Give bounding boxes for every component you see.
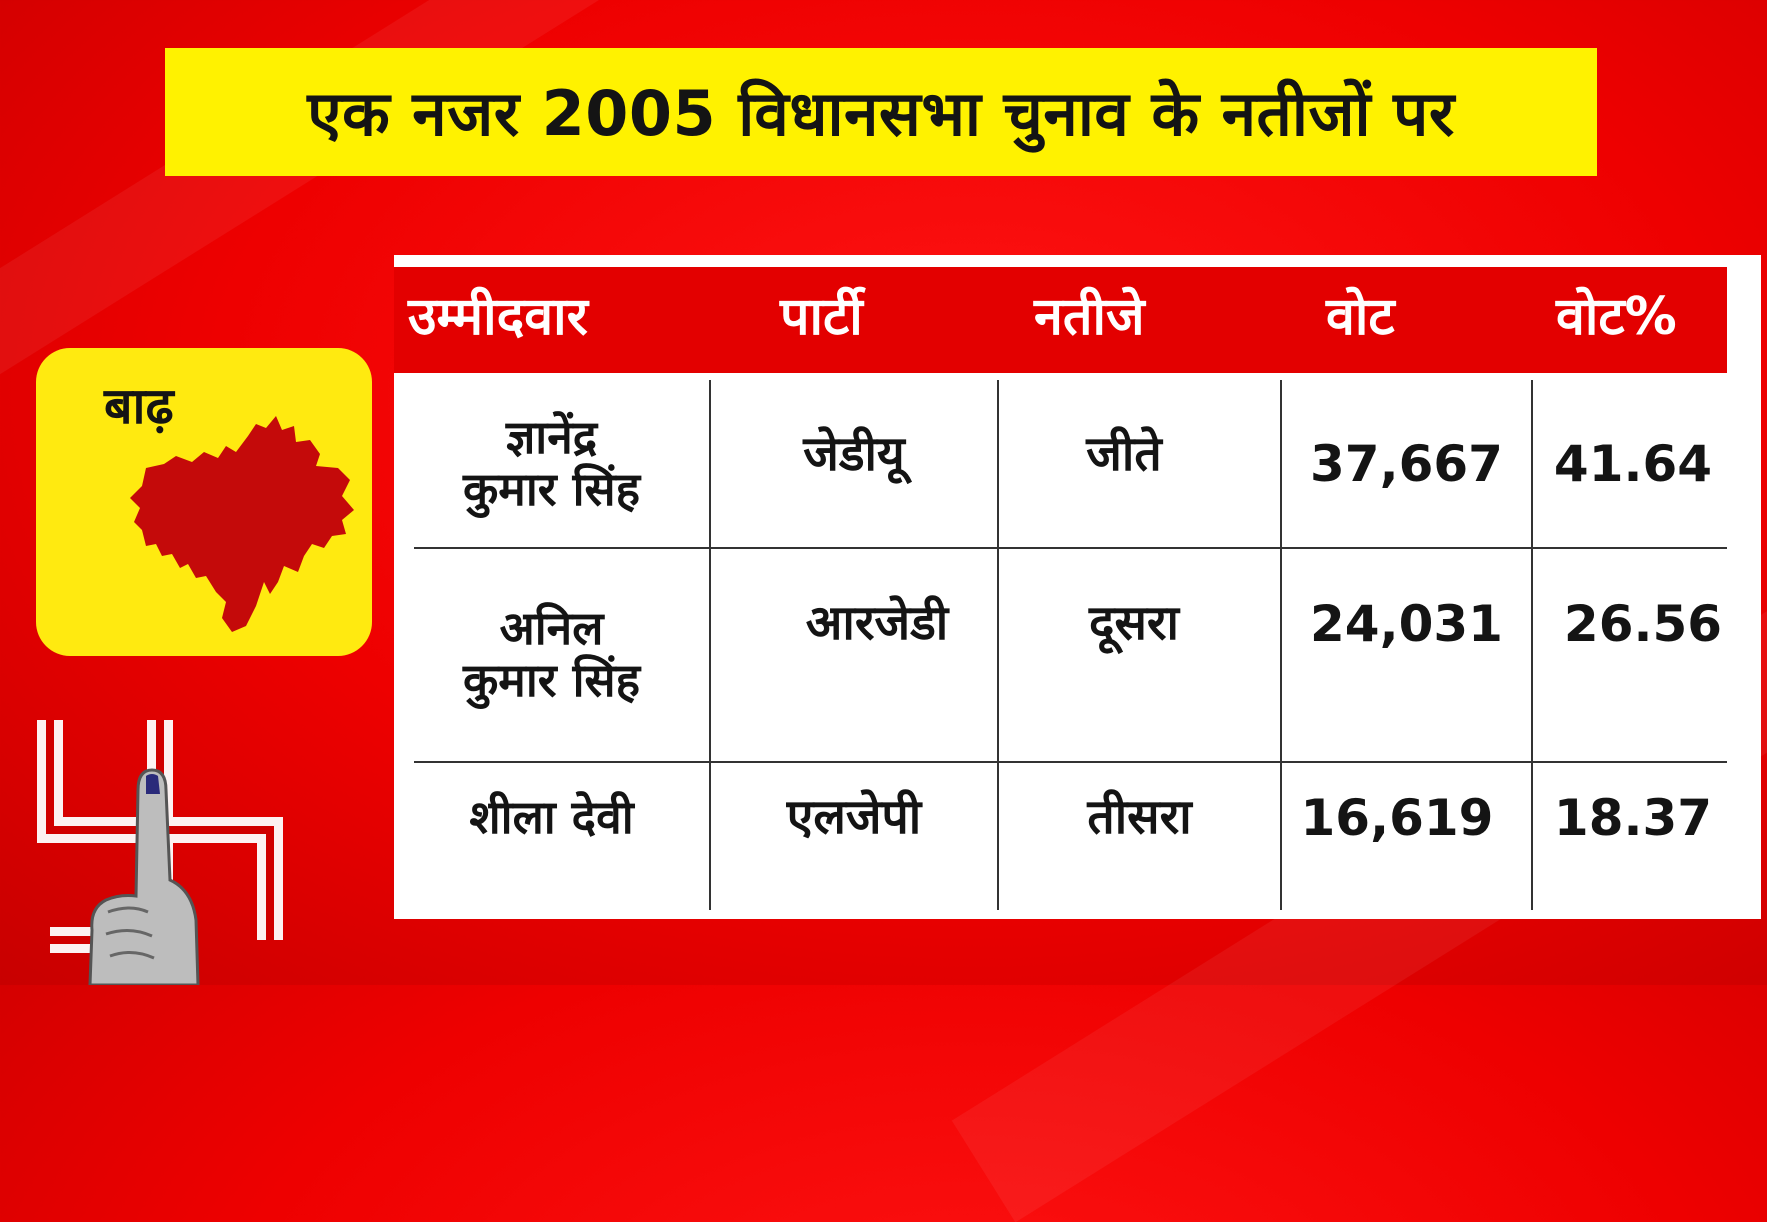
- vote-pct-cell: 18.37: [1553, 789, 1713, 847]
- votes-cell: 16,619: [1300, 789, 1494, 847]
- row-divider: [414, 761, 1727, 763]
- party-cell: आरजेडी: [805, 595, 949, 652]
- result-cell: तीसरा: [1087, 789, 1192, 846]
- row-divider: [414, 547, 1727, 549]
- election-swastika-finger-icon: [37, 720, 283, 985]
- candidate-name-line1: अनिल: [499, 601, 604, 656]
- column-divider: [1280, 380, 1282, 910]
- candidate-cell: शीला देवी: [469, 790, 634, 845]
- header-result: नतीजे: [1034, 287, 1145, 347]
- table-row: अनिल कुमार सिंह आरजेडी दूसरा 24,031 26.5…: [394, 549, 1761, 761]
- candidate-name-line2: कुमार सिंह: [462, 461, 640, 516]
- table-row: शीला देवी एलजेपी तीसरा 16,619 18.37: [394, 763, 1761, 913]
- results-table: उम्मीदवार पार्टी नतीजे वोट वोट% ज्ञानेंद…: [394, 255, 1761, 919]
- column-divider: [709, 380, 711, 910]
- header-party: पार्टी: [780, 287, 863, 347]
- district-card: बाढ़: [36, 348, 372, 656]
- candidate-name-line1: ज्ञानेंद्र: [505, 409, 598, 464]
- header-candidate: उम्मीदवार: [408, 287, 588, 347]
- title-banner: एक नजर 2005 विधानसभा चुनाव के नतीजों पर: [165, 48, 1597, 176]
- candidate-cell: ज्ञानेंद्र कुमार सिंह: [394, 380, 709, 547]
- column-divider: [997, 380, 999, 910]
- result-cell: जीते: [1086, 426, 1162, 483]
- page-title: एक नजर 2005 विधानसभा चुनाव के नतीजों पर: [307, 77, 1455, 150]
- header-votes: वोट: [1326, 287, 1395, 347]
- table-row: ज्ञानेंद्र कुमार सिंह जेडीयू जीते 37,667…: [394, 380, 1761, 547]
- vote-pct-cell: 41.64: [1553, 434, 1713, 493]
- party-cell: जेडीयू: [803, 426, 905, 483]
- district-name: बाढ़: [104, 377, 174, 435]
- column-divider: [1531, 380, 1533, 910]
- candidate-cell: अनिल कुमार सिंह: [394, 549, 709, 761]
- vote-pct-cell: 26.56: [1563, 595, 1723, 653]
- header-vote-pct: वोट%: [1556, 287, 1677, 347]
- party-cell: एलजेपी: [786, 789, 922, 846]
- votes-cell: 24,031: [1310, 595, 1503, 653]
- votes-cell: 37,667: [1310, 434, 1503, 493]
- result-cell: दूसरा: [1088, 595, 1179, 652]
- table-header: उम्मीदवार पार्टी नतीजे वोट वोट%: [394, 267, 1727, 373]
- district-map-icon: [130, 416, 354, 632]
- candidate-name-line2: कुमार सिंह: [462, 653, 640, 707]
